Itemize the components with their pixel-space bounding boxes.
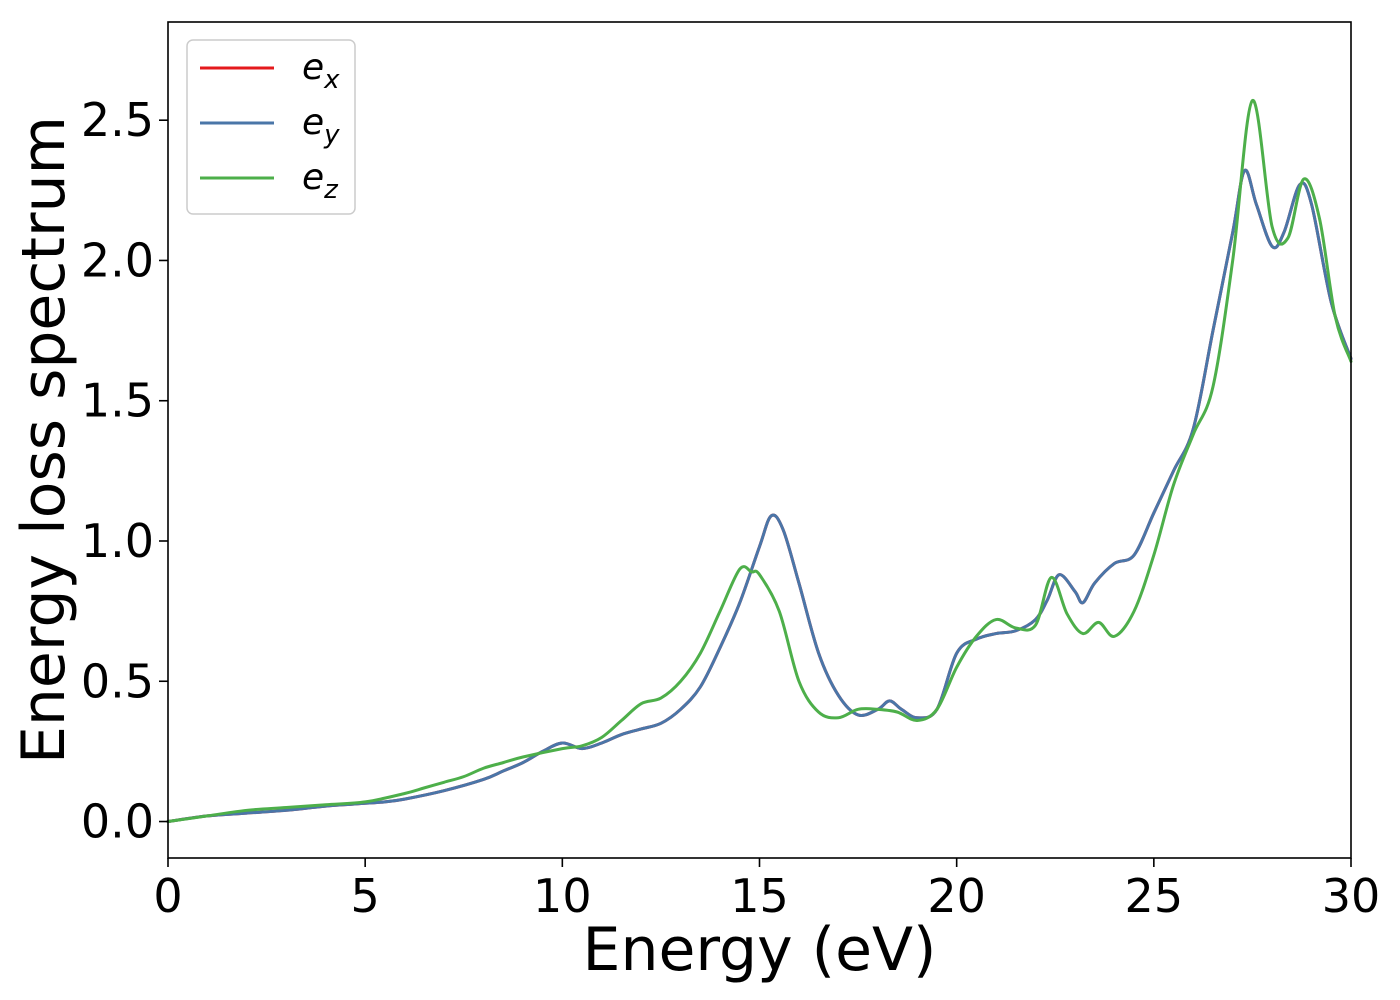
legend-box	[186, 39, 356, 215]
y-tick-label: 2.0	[81, 233, 154, 287]
series-line-ey	[166, 168, 1353, 824]
x-tick-label: 15	[730, 869, 789, 923]
y-tick-label: 1.0	[81, 514, 154, 568]
x-axis-title: Energy (eV)	[583, 915, 937, 985]
x-tick-label: 0	[153, 869, 182, 923]
y-tick-label: 0.0	[81, 795, 154, 849]
series-line-ez	[166, 99, 1353, 824]
y-axis-title: Energy loss spectrum	[9, 116, 79, 764]
legend: ex ey ez	[186, 39, 356, 215]
x-tick-label: 30	[1322, 869, 1381, 923]
legend-label-ez: ez	[302, 157, 339, 205]
legend-label-ey: ey	[302, 102, 340, 150]
x-tick-label: 5	[351, 869, 380, 923]
x-tick-label: 25	[1125, 869, 1184, 923]
y-axis-ticks: 0.0 0.5 1.0 1.5 2.0 2.5	[81, 93, 168, 849]
y-tick-label: 1.5	[81, 374, 154, 428]
x-tick-label: 20	[927, 869, 986, 923]
y-tick-label: 2.5	[81, 93, 154, 147]
legend-label-ex: ex	[302, 47, 340, 95]
x-axis-ticks: 0 5 10 15 20 25 30	[153, 858, 1380, 923]
series-line-ex	[166, 168, 1353, 824]
x-tick-label: 10	[533, 869, 592, 923]
y-tick-label: 0.5	[81, 654, 154, 708]
plot-series	[166, 99, 1353, 824]
